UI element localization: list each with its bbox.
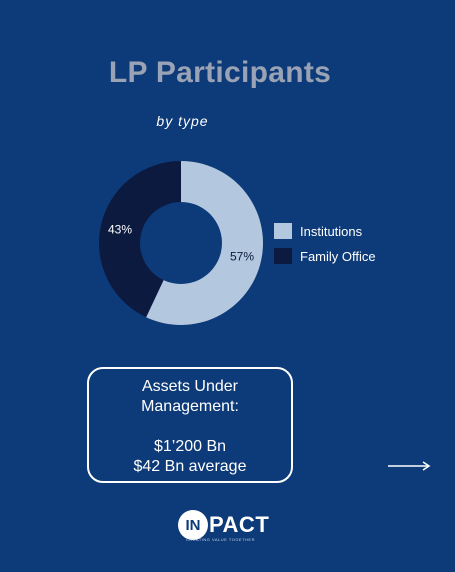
logo-mark: IN [178,510,208,540]
right-arrow-icon[interactable] [387,459,431,473]
aum-heading-line2: Management: [141,398,239,415]
logo-word: PACT [209,512,270,537]
legend-swatch-family-office [274,248,292,264]
legend-item-family-office: Family Office [274,246,376,266]
legend-label-family-office: Family Office [300,248,376,264]
chart-legend: Institutions Family Office [274,221,376,271]
legend-swatch-institutions [274,223,292,239]
aum-average: $42 Bn average [133,458,247,475]
aum-total: $1’200 Bn [153,438,227,455]
legend-label-institutions: Institutions [300,223,363,239]
donut-label-family-office: 43% [108,222,132,236]
inpact-logo: IN PACT [178,510,269,540]
donut-slice-institutions [146,161,263,325]
aum-card: Assets Under Management: $1’200 Bn $42 B… [87,367,293,483]
aum-heading-line1: Assets Under [141,378,239,395]
donut-label-institutions: 57% [230,250,254,264]
chart-subtitle: by type [156,113,209,129]
legend-item-institutions: Institutions [274,221,376,241]
donut-chart: 57% 43% [99,161,263,325]
page-title: LP Participants [108,56,332,89]
donut-slice-family-office [99,161,181,318]
logo-tagline: CREATING VALUE TOGETHER [186,537,255,542]
